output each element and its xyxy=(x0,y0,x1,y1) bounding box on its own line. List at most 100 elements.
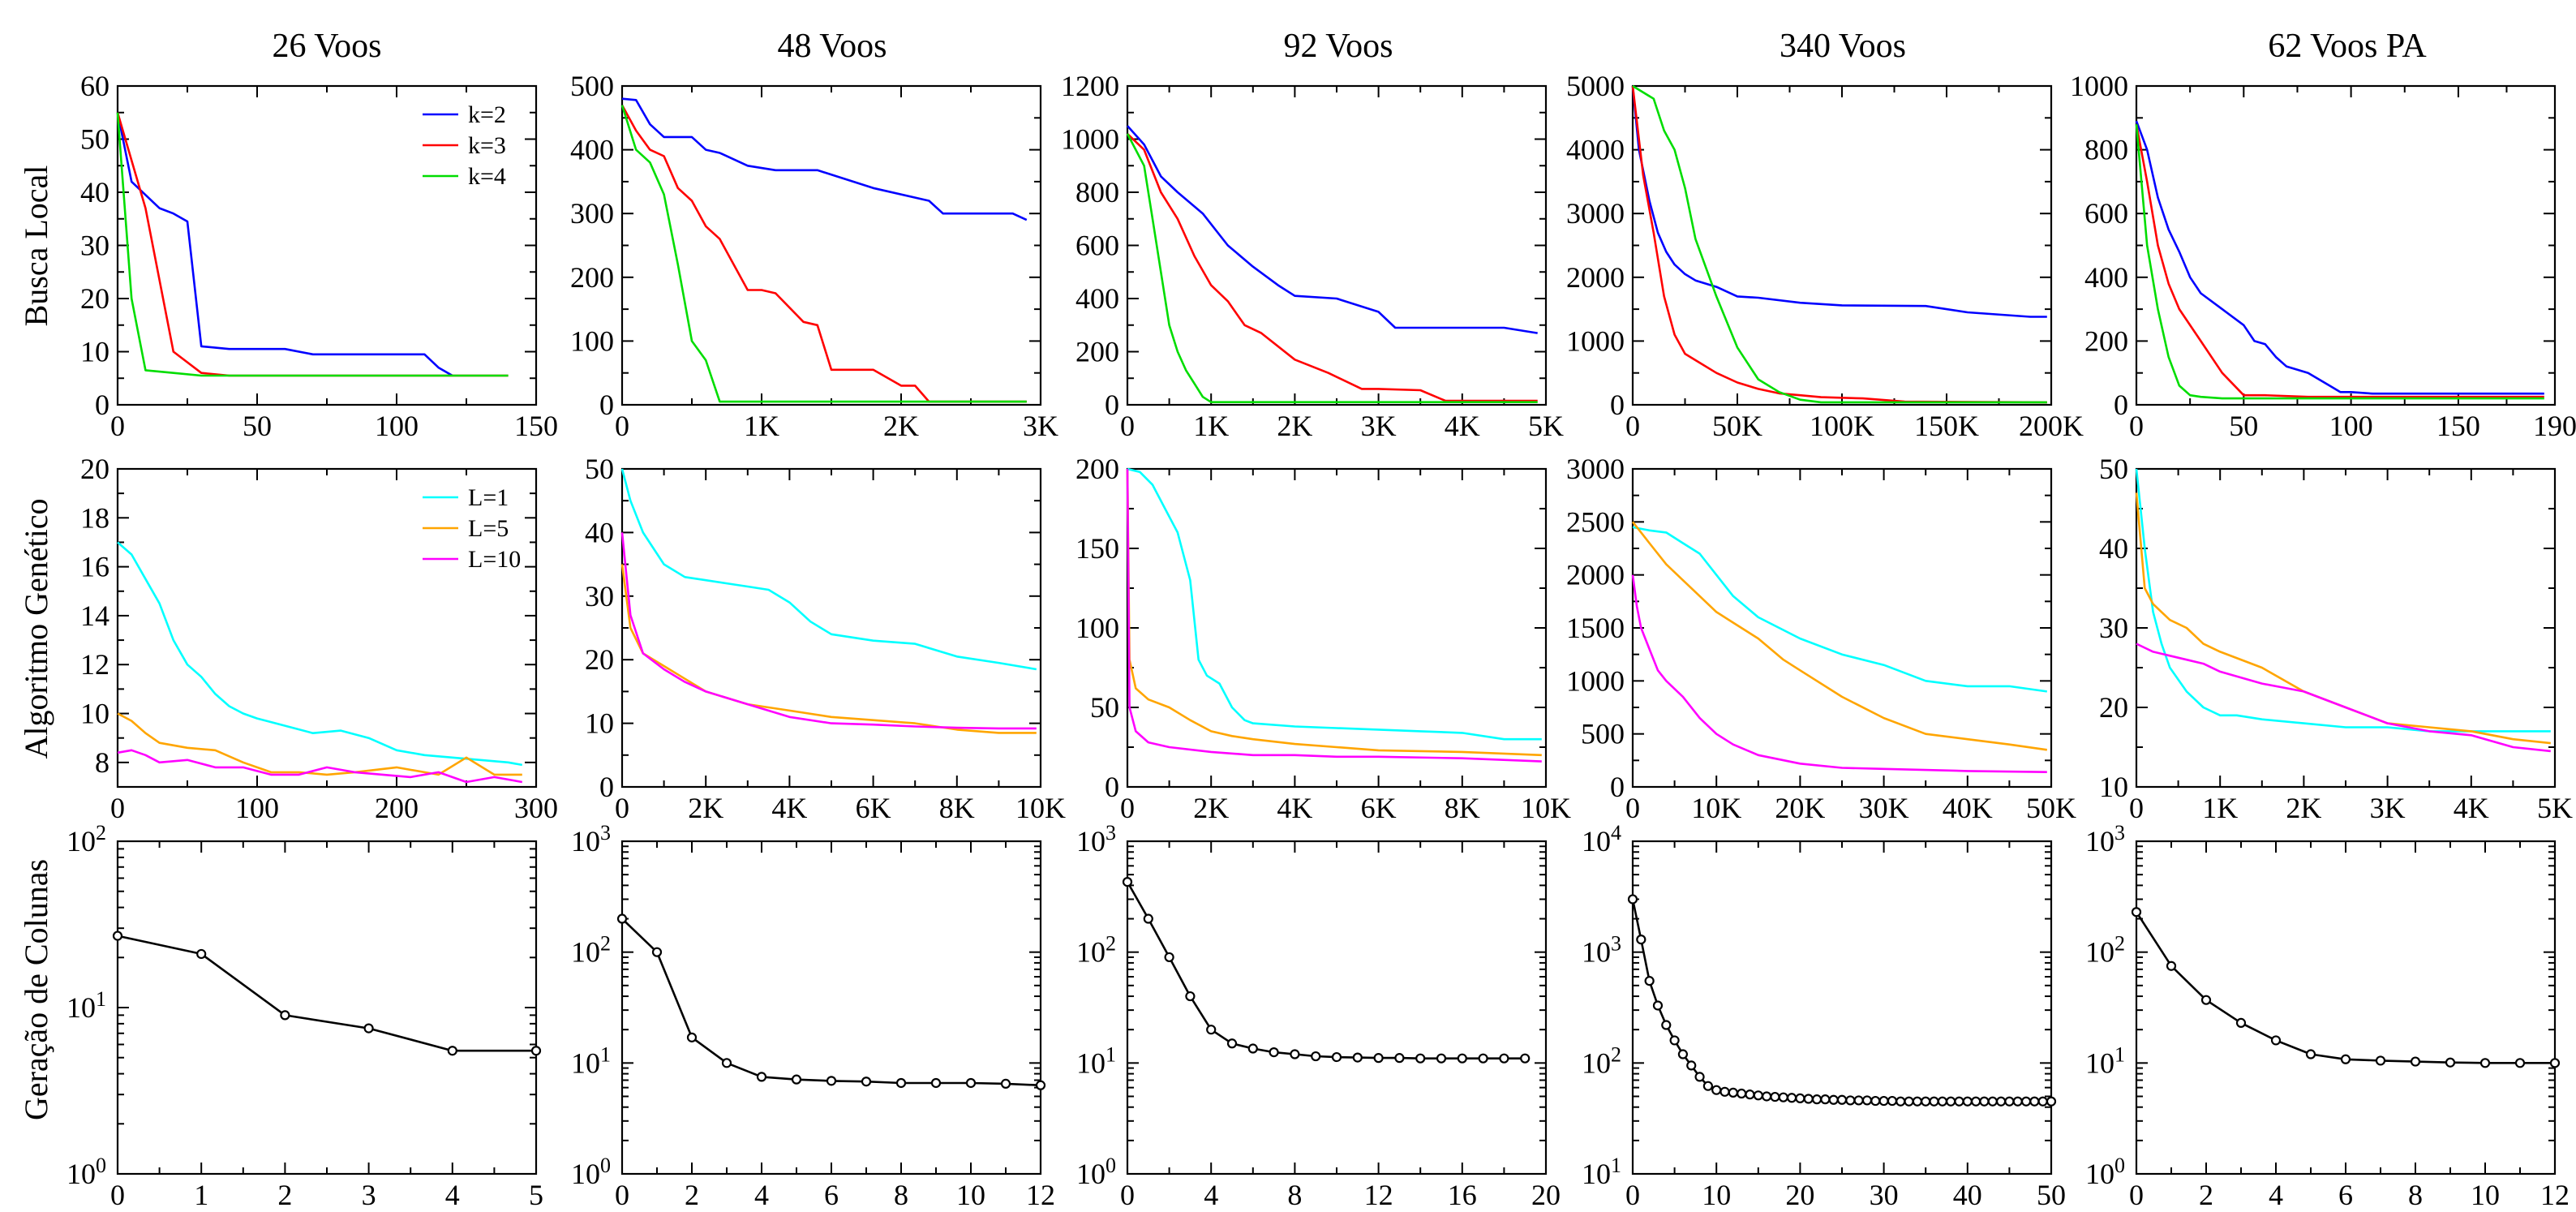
x-tick-label: 0 xyxy=(2129,1179,2144,1208)
x-tick-label: 0 xyxy=(1625,410,1640,442)
series-line-k3 xyxy=(1631,85,2047,404)
x-tick-label: 12 xyxy=(1364,1179,1393,1208)
series-line-k2 xyxy=(621,97,1028,221)
x-tick-label: 0 xyxy=(1120,410,1135,442)
data-point xyxy=(721,1058,732,1068)
x-tick-label: 2K xyxy=(2286,792,2321,824)
y-tick-label: 300 xyxy=(570,197,614,230)
data-point xyxy=(1995,1096,2007,1107)
data-point xyxy=(1836,1094,1848,1105)
data-point xyxy=(861,1077,872,1087)
y-tick-label: 102 xyxy=(571,932,611,969)
data-point xyxy=(1778,1092,1788,1102)
data-point xyxy=(1887,1095,1898,1107)
y-tick-label: 1000 xyxy=(1566,324,1625,357)
y-tick-label: 200 xyxy=(1075,453,1119,485)
x-tick-label: 50K xyxy=(2026,792,2076,824)
y-tick-label: 0 xyxy=(1610,389,1625,421)
x-tick-label: 100K xyxy=(1810,410,1874,442)
legend-label: k=3 xyxy=(468,132,506,159)
x-tick-label: 10K xyxy=(1521,792,1571,824)
y-tick-label: 102 xyxy=(1582,1042,1621,1079)
x-tick-label: 10 xyxy=(956,1179,985,1208)
y-tick-label: 400 xyxy=(1075,282,1119,315)
y-tick-label: 3000 xyxy=(1566,453,1625,485)
y-tick-label: 103 xyxy=(571,821,611,857)
y-tick-label: 2000 xyxy=(1566,559,1625,591)
x-tick-label: 0 xyxy=(1625,1179,1640,1208)
x-tick-label: 30K xyxy=(1859,792,1909,824)
x-tick-label: 2K xyxy=(1277,410,1312,442)
x-tick-label: 100 xyxy=(235,792,279,824)
x-tick-label: 3K xyxy=(1361,410,1397,442)
data-point xyxy=(1352,1052,1363,1063)
y-tick-label: 200 xyxy=(2084,324,2128,357)
data-point xyxy=(1987,1096,1998,1107)
data-point xyxy=(1000,1078,1011,1090)
data-point xyxy=(1753,1090,1763,1101)
x-tick-label: 4 xyxy=(2269,1179,2283,1208)
data-point xyxy=(1853,1095,1864,1106)
series-line-L1 xyxy=(620,468,1037,671)
data-point xyxy=(756,1072,767,1082)
y-tick-label: 1000 xyxy=(1566,664,1625,697)
data-point xyxy=(651,947,663,957)
series-line-cg xyxy=(117,935,536,1052)
data-point xyxy=(1971,1096,1981,1107)
x-tick-label: 20 xyxy=(1531,1179,1561,1208)
y-tick-label: 103 xyxy=(1076,821,1116,857)
x-tick-label: 0 xyxy=(1120,1179,1135,1208)
x-tick-label: 40 xyxy=(1953,1179,1982,1208)
legend-label: L=1 xyxy=(468,484,509,511)
data-point xyxy=(2131,907,2142,918)
x-tick-label: 0 xyxy=(110,792,125,824)
data-point xyxy=(530,1046,542,1056)
x-tick-label: 4K xyxy=(1277,792,1312,824)
series-line-cg xyxy=(1631,899,2051,1102)
x-tick-label: 100 xyxy=(2329,410,2373,442)
data-point xyxy=(791,1074,802,1085)
y-tick-label: 4000 xyxy=(1566,134,1625,166)
data-point xyxy=(1644,976,1655,986)
y-tick-label: 400 xyxy=(570,134,614,166)
x-tick-label: 5K xyxy=(1528,410,1564,442)
data-point xyxy=(965,1077,977,1089)
data-point xyxy=(1702,1081,1713,1091)
series-line-L10 xyxy=(620,532,1037,730)
x-tick-label: 10K xyxy=(1691,792,1741,824)
panel-bl-48: 0 1K 2K 3K 0 100 200 300 400 500 xyxy=(570,70,1058,442)
plot-frame xyxy=(620,84,1042,406)
data-point xyxy=(2012,1096,2023,1107)
data-point xyxy=(2029,1096,2040,1107)
series-line-L5 xyxy=(620,564,1037,734)
panel-bl-340: 0 50K 100K 150K 200K 0 1000 2000 3000 4000 5000 xyxy=(1566,70,2084,442)
data-point xyxy=(616,913,628,924)
column-title-92-voos: 92 Voos xyxy=(1283,28,1393,65)
data-point xyxy=(1921,1096,1931,1107)
y-tick-label: 60 xyxy=(80,70,109,102)
data-point xyxy=(1728,1087,1738,1098)
data-point xyxy=(1415,1053,1426,1064)
y-tick-label: 101 xyxy=(1582,1154,1621,1190)
data-point xyxy=(1954,1096,1964,1107)
y-tick-label: 40 xyxy=(2099,532,2128,565)
y-tick-label: 30 xyxy=(585,580,614,612)
y-tick-label: 101 xyxy=(67,987,106,1024)
y-tick-label: 0 xyxy=(1105,771,1119,803)
y-tick-label: 103 xyxy=(2085,821,2125,857)
data-point xyxy=(1311,1051,1321,1062)
data-point xyxy=(1937,1096,1947,1107)
data-point xyxy=(2200,995,2212,1005)
series-line-L5 xyxy=(2135,492,2551,745)
data-point xyxy=(1290,1049,1300,1059)
data-point xyxy=(1811,1094,1823,1105)
column-title-62-voos-pa: 62 Voos PA xyxy=(2268,28,2427,65)
data-point xyxy=(1795,1093,1805,1103)
series-line-k4 xyxy=(620,105,1027,403)
x-tick-label: 20K xyxy=(1775,792,1825,824)
x-tick-label: 4 xyxy=(1204,1179,1218,1208)
data-point xyxy=(363,1023,374,1034)
data-point xyxy=(1878,1095,1889,1107)
data-point xyxy=(2037,1096,2048,1107)
data-point xyxy=(1737,1088,1747,1099)
